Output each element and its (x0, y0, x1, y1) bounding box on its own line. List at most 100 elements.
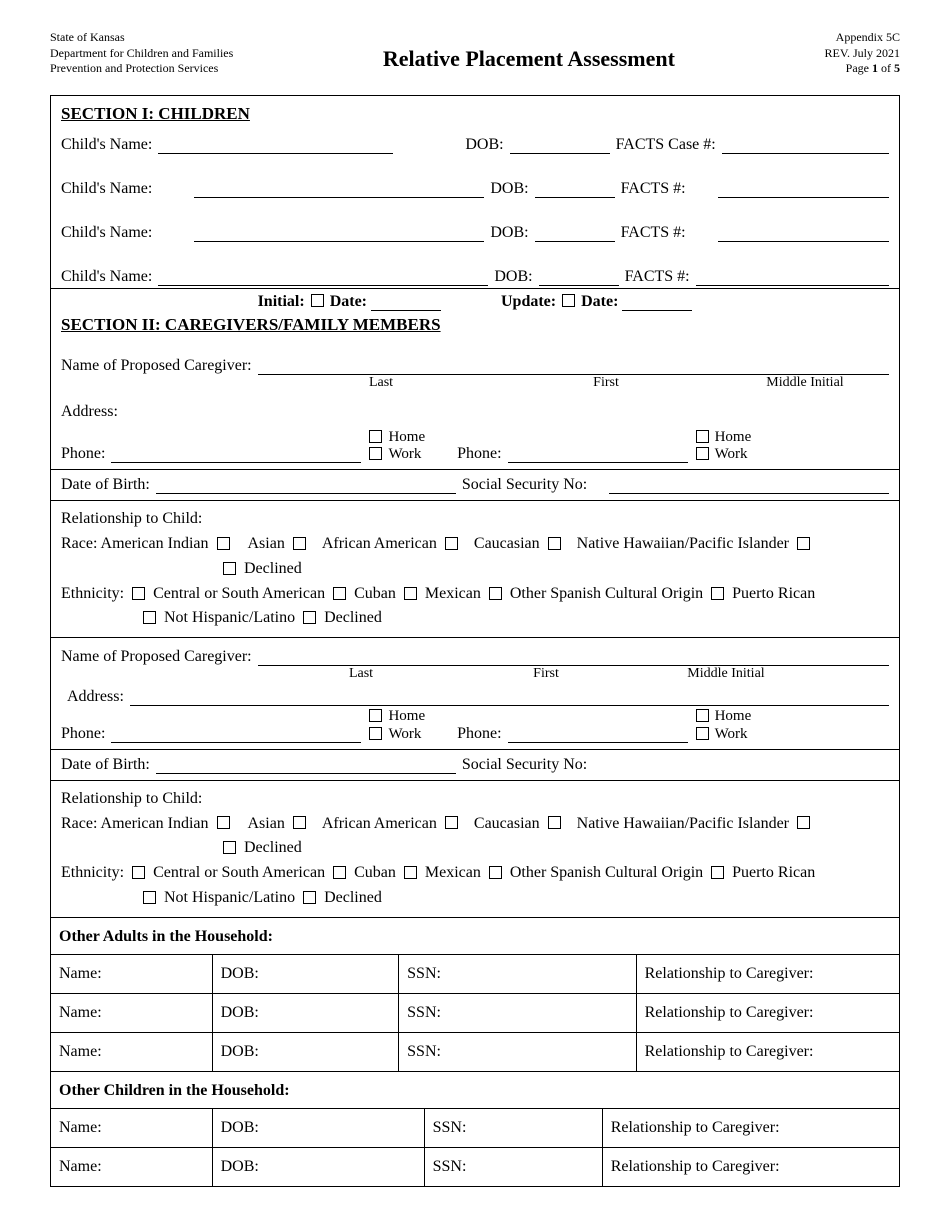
facts-input-1[interactable] (722, 136, 889, 154)
cell-dob[interactable]: DOB: (212, 1147, 424, 1186)
other-children-table: Other Children in the Household: Name: D… (51, 1071, 899, 1186)
first-label: First (451, 666, 641, 682)
race-asian-checkbox-2[interactable] (293, 816, 306, 829)
other-adults-title: Other Adults in the Household: (51, 917, 899, 954)
race-caucasian-checkbox-2[interactable] (548, 816, 561, 829)
race-nhpi-checkbox-2[interactable] (797, 816, 810, 829)
eth-csa-checkbox-2[interactable] (132, 866, 145, 879)
dob-input-3[interactable] (535, 224, 615, 242)
race-declined-checkbox[interactable] (223, 562, 236, 575)
race-american-indian-checkbox-2[interactable] (217, 816, 230, 829)
cell-ssn[interactable]: SSN: (424, 1108, 602, 1147)
other-adults-header: Other Adults in the Household: (51, 917, 899, 954)
eth-not-hispanic-checkbox-2[interactable] (143, 891, 156, 904)
caregiver2-name-input[interactable] (258, 648, 889, 666)
caregiver1-race-line2: Declined (61, 557, 889, 582)
caregiver2-phone2-input[interactable] (508, 725, 688, 743)
cell-ssn[interactable]: SSN: (399, 993, 636, 1032)
eth-puerto-rican-checkbox[interactable] (711, 587, 724, 600)
caregiver2-phone2-home-checkbox[interactable] (696, 709, 709, 722)
cell-ssn[interactable]: SSN: (399, 1032, 636, 1071)
phone2-type-2: Home Work (694, 708, 752, 743)
child-name-input-3[interactable] (194, 224, 484, 242)
initial-date-input[interactable] (371, 293, 441, 311)
eth-mexican-checkbox[interactable] (404, 587, 417, 600)
race-nhpi-checkbox[interactable] (797, 537, 810, 550)
caregiver1-name-input[interactable] (258, 357, 889, 375)
eth-other-spanish-checkbox[interactable] (489, 587, 502, 600)
header-revision: REV. July 2021 (825, 46, 900, 62)
child-name-input-1[interactable] (158, 136, 393, 154)
dob-input-4[interactable] (539, 268, 619, 286)
facts-input-4[interactable] (696, 268, 889, 286)
caregiver2-phone1-work-checkbox[interactable] (369, 727, 382, 740)
race-asian-checkbox[interactable] (293, 537, 306, 550)
caregiver2-dob-ssn-row: Date of Birth: Social Security No: (51, 750, 899, 780)
update-checkbox[interactable] (562, 294, 575, 307)
eth-declined-checkbox[interactable] (303, 611, 316, 624)
caregiver2-dob-input[interactable] (156, 756, 456, 774)
child-name-label: Child's Name: (61, 268, 152, 286)
cell-name[interactable]: Name: (51, 1108, 212, 1147)
caregiver-dob-label: Date of Birth: (61, 476, 150, 494)
update-date-input[interactable] (622, 293, 692, 311)
phone1-type-2: Home Work (367, 708, 425, 743)
child-name-label: Child's Name: (61, 180, 152, 198)
eth-not-hispanic-checkbox[interactable] (143, 611, 156, 624)
race-caucasian-checkbox[interactable] (548, 537, 561, 550)
eth-cuban-checkbox-2[interactable] (333, 866, 346, 879)
caregiver1-phone2-home-checkbox[interactable] (696, 430, 709, 443)
mi-label: Middle Initial (641, 666, 811, 682)
cell-name[interactable]: Name: (51, 954, 212, 993)
caregiver1-phone2-input[interactable] (508, 445, 688, 463)
caregiver2-phone1-input[interactable] (111, 725, 361, 743)
initial-checkbox[interactable] (311, 294, 324, 307)
other-adults-table: Other Adults in the Household: Name: DOB… (51, 917, 899, 1071)
dob-input-1[interactable] (510, 136, 610, 154)
caregiver1-phone1-home-checkbox[interactable] (369, 430, 382, 443)
caregiver-label: Name of Proposed Caregiver: (61, 648, 252, 666)
facts-input-2[interactable] (718, 180, 889, 198)
cell-name[interactable]: Name: (51, 993, 212, 1032)
caregiver2-address-input[interactable] (130, 688, 889, 706)
race-african-american-checkbox[interactable] (445, 537, 458, 550)
caregiver2-phone2-work-checkbox[interactable] (696, 727, 709, 740)
cell-name[interactable]: Name: (51, 1147, 212, 1186)
caregiver1-ssn-input[interactable] (609, 476, 889, 494)
cell-dob[interactable]: DOB: (212, 954, 399, 993)
eth-csa-checkbox[interactable] (132, 587, 145, 600)
cell-ssn[interactable]: SSN: (424, 1147, 602, 1186)
race-american-indian-checkbox[interactable] (217, 537, 230, 550)
eth-puerto-rican-checkbox-2[interactable] (711, 866, 724, 879)
cell-relationship[interactable]: Relationship to Caregiver: (602, 1147, 899, 1186)
header-dept: Department for Children and Families (50, 46, 233, 62)
eth-declined-checkbox-2[interactable] (303, 891, 316, 904)
dob-input-2[interactable] (535, 180, 615, 198)
eth-mexican-checkbox-2[interactable] (404, 866, 417, 879)
caregiver1-phone1-work-checkbox[interactable] (369, 447, 382, 460)
cell-dob[interactable]: DOB: (212, 1108, 424, 1147)
caregiver1-dob-input[interactable] (156, 476, 456, 494)
facts-input-3[interactable] (718, 224, 889, 242)
section-2-title: SECTION II: CAREGIVERS/FAMILY MEMBERS (51, 313, 899, 341)
eth-cuban-checkbox[interactable] (333, 587, 346, 600)
cell-relationship[interactable]: Relationship to Caregiver: (602, 1108, 899, 1147)
cell-dob[interactable]: DOB: (212, 993, 399, 1032)
form-page: State of Kansas Department for Children … (0, 0, 950, 1207)
race-declined-checkbox-2[interactable] (223, 841, 236, 854)
race-african-american-checkbox-2[interactable] (445, 816, 458, 829)
cell-relationship[interactable]: Relationship to Caregiver: (636, 954, 899, 993)
cell-relationship[interactable]: Relationship to Caregiver: (636, 1032, 899, 1071)
eth-other-spanish-checkbox-2[interactable] (489, 866, 502, 879)
caregiver1-address-row: Address: (51, 397, 899, 427)
last-label: Last (271, 375, 491, 391)
cell-dob[interactable]: DOB: (212, 1032, 399, 1071)
child-name-input-4[interactable] (158, 268, 488, 286)
child-name-input-2[interactable] (194, 180, 484, 198)
cell-name[interactable]: Name: (51, 1032, 212, 1071)
cell-relationship[interactable]: Relationship to Caregiver: (636, 993, 899, 1032)
caregiver1-phone1-input[interactable] (111, 445, 361, 463)
caregiver2-phone1-home-checkbox[interactable] (369, 709, 382, 722)
cell-ssn[interactable]: SSN: (399, 954, 636, 993)
caregiver1-phone2-work-checkbox[interactable] (696, 447, 709, 460)
